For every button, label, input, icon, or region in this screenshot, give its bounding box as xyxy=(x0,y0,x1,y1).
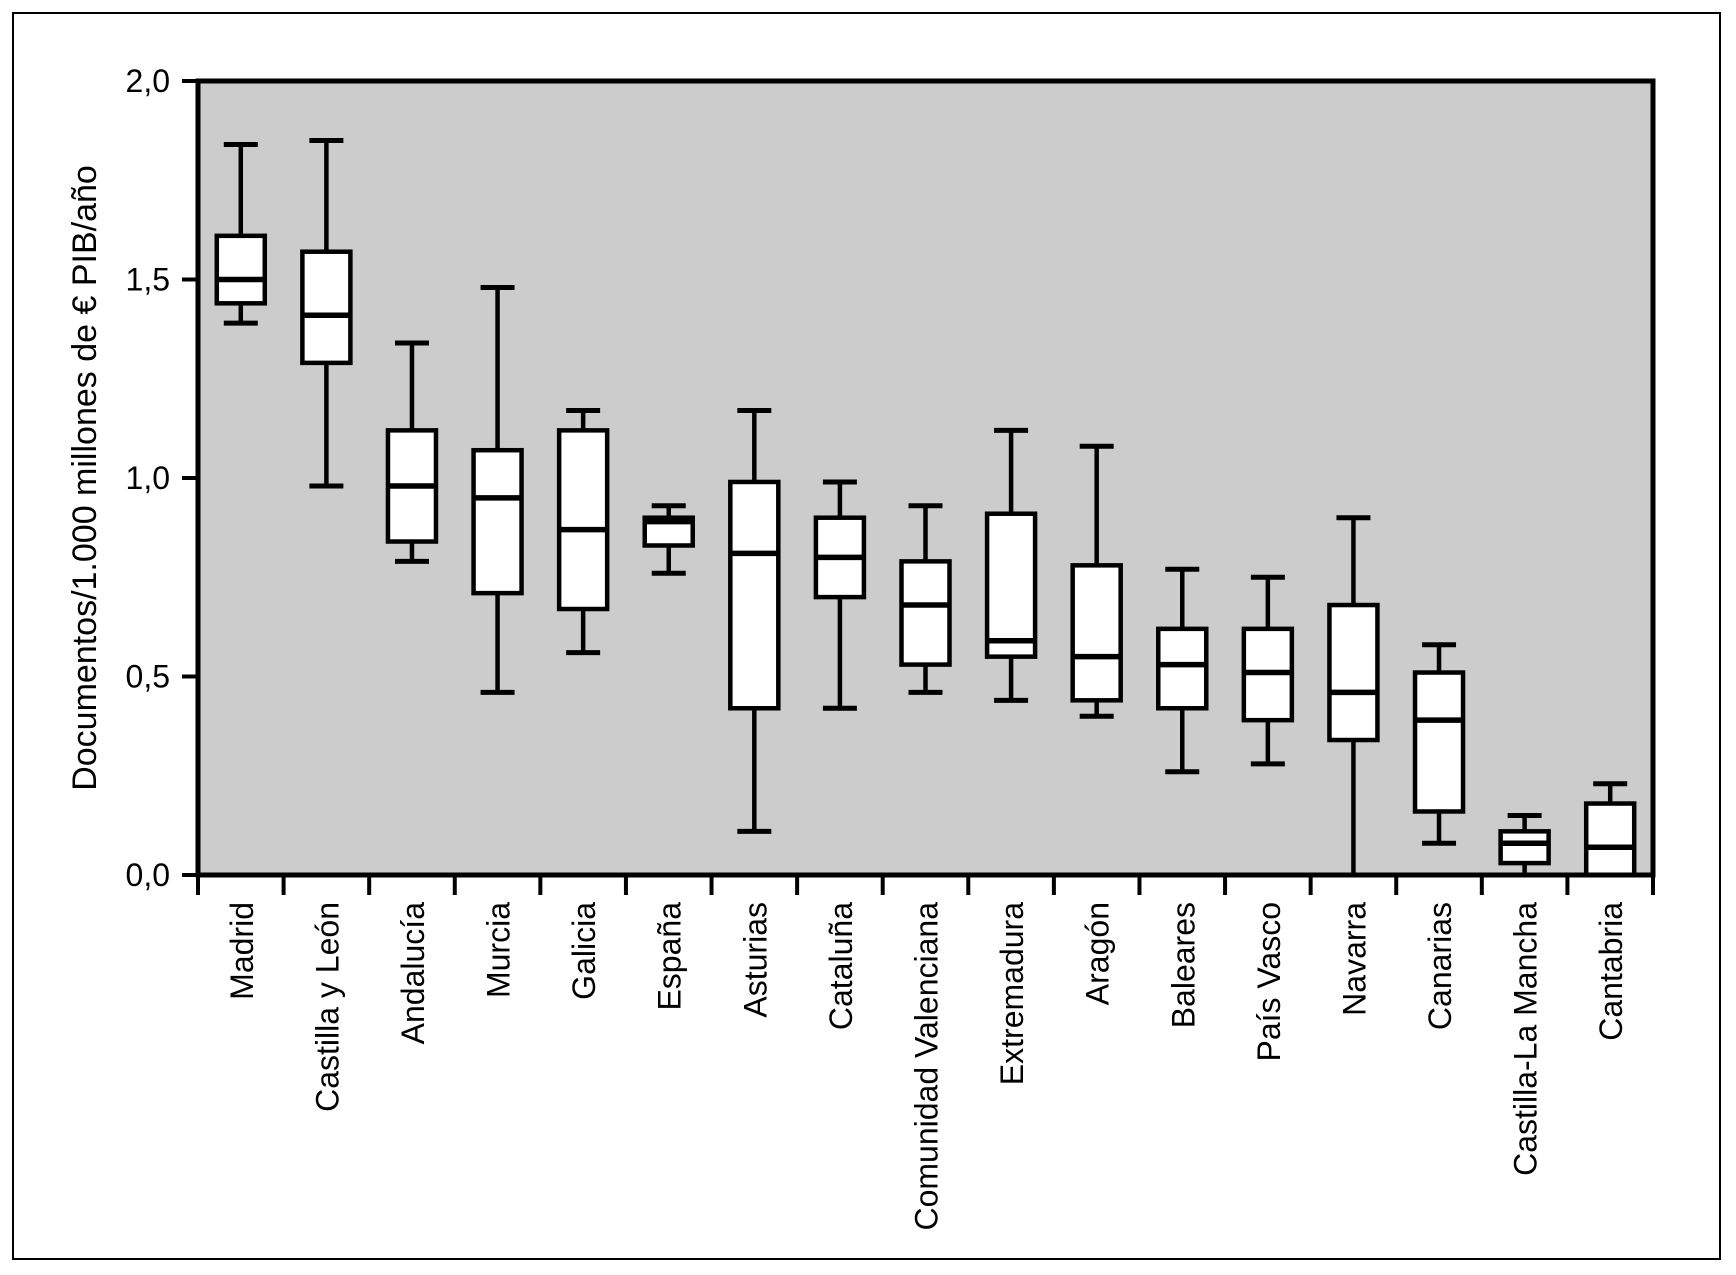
category-label-navarra: Navarra xyxy=(1336,902,1372,1016)
box-galicia xyxy=(556,428,610,612)
box-asturias xyxy=(728,479,781,711)
category-label-cantabria: Cantabria xyxy=(1593,902,1629,1041)
plot-frame xyxy=(195,78,1656,878)
boxplot-figure: 0,0 0,5 1,0 1,5 2,0 Madrid Castilla y León Anda… xyxy=(12,12,1721,1260)
category-label-aragon: Aragón xyxy=(1080,902,1116,1005)
plot-area xyxy=(198,81,1653,875)
box-comunidad-valenciana xyxy=(899,559,952,667)
box-aragon xyxy=(1070,563,1123,703)
category-label-asturias: Asturias xyxy=(737,902,773,1018)
category-label-madrid: Madrid xyxy=(224,902,260,1000)
y-tick-label-1-5: 1,5 xyxy=(126,262,170,298)
category-label-murcia: Murcia xyxy=(481,902,517,998)
category-label-pais-vasco: País Vasco xyxy=(1251,902,1287,1061)
box-madrid xyxy=(214,233,268,306)
category-label-canarias: Canarias xyxy=(1422,902,1458,1030)
y-axis-title: Documentos/1.000 millones de € PIB/año xyxy=(66,165,104,791)
category-label-castilla-la-mancha: Castilla-La Mancha xyxy=(1508,902,1544,1176)
category-label-castilla-y-leon: Castilla y León xyxy=(309,902,345,1112)
box-extremadura xyxy=(984,511,1038,659)
y-tick-label-0-0: 0,0 xyxy=(126,857,170,893)
category-label-extremadura: Extremadura xyxy=(994,902,1030,1085)
category-label-espana: España xyxy=(652,902,688,1011)
boxplot-svg: 0,0 0,5 1,0 1,5 2,0 Madrid Castilla y León Anda… xyxy=(66,63,1656,1231)
category-label-comunidad-valenciana: Comunidad Valenciana xyxy=(909,902,945,1231)
box-baleares xyxy=(1156,626,1209,711)
y-tick-label-2-0: 2,0 xyxy=(126,63,170,99)
box-castilla-y-leon xyxy=(300,249,353,366)
y-tick-label-0-5: 0,5 xyxy=(126,659,170,695)
box-murcia xyxy=(471,447,524,596)
box-castilla-la-mancha xyxy=(1498,829,1551,866)
category-label-andalucia: Andalucía xyxy=(395,902,431,1045)
box-navarra xyxy=(1327,602,1380,743)
box-canarias xyxy=(1412,670,1466,814)
box-cantabria xyxy=(1583,801,1637,878)
category-label-galicia: Galicia xyxy=(566,902,602,1000)
category-label-cataluna: Cataluña xyxy=(823,902,859,1030)
y-tick-label-1-0: 1,0 xyxy=(126,460,170,496)
category-label-baleares: Baleares xyxy=(1165,902,1201,1028)
